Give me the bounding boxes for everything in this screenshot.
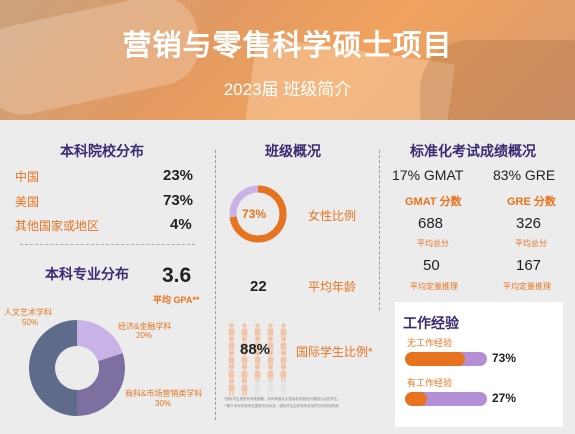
work-bar-some xyxy=(405,392,487,406)
age-label: 平均年龄 xyxy=(308,280,357,294)
person-icon xyxy=(241,323,248,340)
gpa-label: 平均 GPA** xyxy=(153,295,200,305)
work-bar-fill xyxy=(405,352,465,366)
page-title: 营销与零售科学硕士项目 xyxy=(122,30,453,62)
person-icon xyxy=(228,379,235,396)
gmat-total-label: 平均总分 xyxy=(417,239,449,248)
work-bar-fill xyxy=(405,392,428,406)
slice-label: 经济&金融学科 xyxy=(118,322,172,331)
intl-value: 88% xyxy=(240,341,271,358)
school-label: 中国 xyxy=(15,170,40,184)
school-value: 4% xyxy=(170,216,192,233)
ring-fill xyxy=(229,185,287,243)
slice-value: 30% xyxy=(155,399,172,408)
person-icon xyxy=(241,337,248,354)
work-row-label: 有工作经验 xyxy=(407,378,453,388)
age-value: 22 xyxy=(250,278,267,295)
person-icon xyxy=(280,365,287,382)
female-ratio-ring xyxy=(229,185,287,243)
class-overview-heading: 班级概况 xyxy=(265,143,321,159)
gre-total: 326 xyxy=(516,215,542,232)
undergrad-schools-heading: 本科院校分布 xyxy=(60,143,144,159)
photo-shade xyxy=(420,40,575,120)
gmat-score-label: GMAT 分数 xyxy=(405,196,462,208)
person-icon xyxy=(228,337,235,354)
work-row-value: 73% xyxy=(492,351,517,365)
person-icon xyxy=(280,323,287,340)
person-icon xyxy=(267,351,274,368)
female-label: 女性比例 xyxy=(308,209,357,223)
work-row-label: 无工作经验 xyxy=(407,338,453,348)
section-divider xyxy=(20,244,195,245)
footnote: *国际学生指所有非美国籍、持有美国永久居留权或被视为美国公民的学生。 xyxy=(224,397,341,401)
person-icon xyxy=(241,351,248,368)
donut-slice xyxy=(77,353,125,416)
gpa-value: 3.6 xyxy=(162,264,192,287)
slice-label: 商科&市场营销类学科 xyxy=(125,389,203,398)
person-icon xyxy=(267,337,274,354)
person-icon xyxy=(228,323,235,340)
person-icon xyxy=(280,379,287,396)
gre-percent: 83% GRE xyxy=(493,167,556,183)
person-icon xyxy=(254,323,261,340)
person-icon xyxy=(241,379,248,396)
person-icon xyxy=(254,365,261,382)
gre-quant-label: 平均定量推理 xyxy=(503,282,551,291)
majors-heading: 本科专业分布 xyxy=(45,266,129,282)
person-icon xyxy=(280,337,287,354)
school-value: 23% xyxy=(163,167,194,184)
slice-value: 20% xyxy=(136,331,153,340)
test-scores-heading: 标准化考试成绩概况 xyxy=(410,143,536,159)
footnote: **基于本科学校所在国家评分标准，国际学生由学校所在地的评分标准转换 xyxy=(224,404,339,408)
gmat-percent: 17% GMAT xyxy=(392,167,464,183)
slice-label: 人文艺术学科 xyxy=(4,308,52,317)
work-bar-none xyxy=(405,352,487,366)
column-divider xyxy=(215,150,216,420)
donut-slice xyxy=(29,320,77,416)
person-icon xyxy=(254,351,261,368)
school-value: 73% xyxy=(163,192,194,209)
intl-label: 国际学生比例* xyxy=(296,345,373,359)
header-banner: 营销与零售科学硕士项目 2023届 班级简介 xyxy=(0,0,575,120)
page-subtitle: 2023届 班级简介 xyxy=(223,80,352,99)
person-icon xyxy=(267,323,274,340)
gre-total-label: 平均总分 xyxy=(515,239,547,248)
work-row-value: 27% xyxy=(492,391,517,405)
majors-donut-chart xyxy=(29,320,125,416)
female-value: 73% xyxy=(242,207,267,221)
gmat-quant: 50 xyxy=(423,257,440,274)
gre-quant: 167 xyxy=(516,257,542,274)
school-label: 美国 xyxy=(15,195,40,209)
school-label: 其他国家或地区 xyxy=(15,219,100,233)
person-icon xyxy=(228,365,235,382)
gre-score-label: GRE 分数 xyxy=(507,196,556,208)
person-icon xyxy=(280,351,287,368)
person-icon xyxy=(254,379,261,396)
person-icon xyxy=(241,365,248,382)
person-icon xyxy=(267,365,274,382)
donut-slice xyxy=(77,320,123,362)
gmat-total: 688 xyxy=(418,215,444,232)
person-icon xyxy=(254,337,261,354)
column-divider xyxy=(379,150,380,310)
work-heading: 工作经验 xyxy=(403,315,459,331)
gmat-quant-label: 平均定量推理 xyxy=(410,282,458,291)
person-icon xyxy=(228,351,235,368)
slice-value: 50% xyxy=(22,318,39,327)
person-icon xyxy=(267,379,274,396)
